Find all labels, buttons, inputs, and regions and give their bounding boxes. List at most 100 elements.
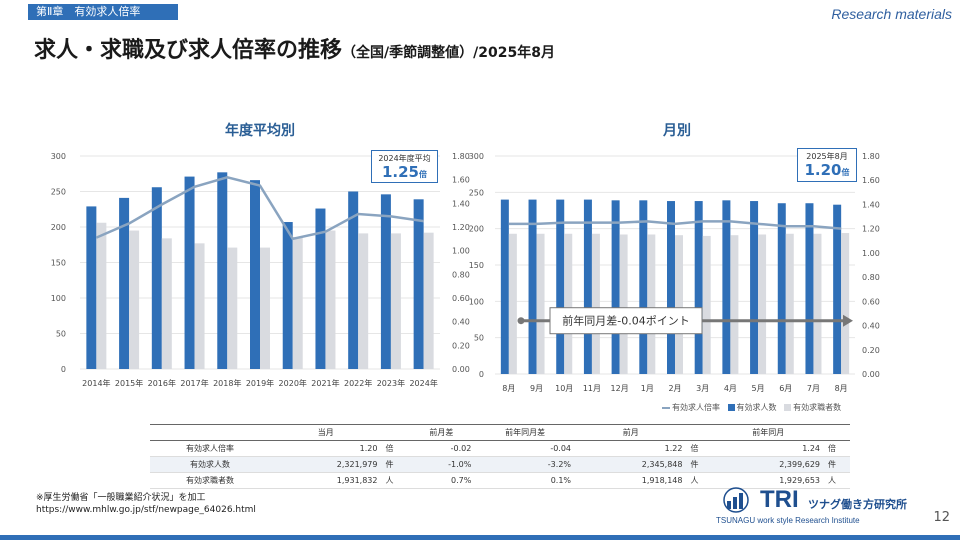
row-label: 有効求人数 <box>150 456 270 473</box>
annual-bar-offers <box>86 206 97 369</box>
monthly-bar-seekers <box>564 233 573 374</box>
cell-current: 2,321,979 <box>270 456 382 473</box>
monthly-annotation-arrow-head <box>843 314 853 327</box>
cell-yoy: -0.04 <box>475 440 576 457</box>
annual-bar-seekers <box>390 233 401 369</box>
summary-header-prev-year: 前年同月 <box>712 424 824 441</box>
annual-y-right-tick: 1.80 <box>452 152 470 161</box>
annual-x-tick: 2023年 <box>377 378 405 388</box>
annual-y-left-tick: 200 <box>51 223 66 232</box>
annual-x-tick: 2016年 <box>148 378 176 388</box>
annual-x-tick: 2021年 <box>311 378 339 388</box>
annual-bar-seekers <box>96 222 107 369</box>
monthly-bar-seekers <box>508 233 517 374</box>
summary-header-mom: 前月差 <box>407 424 476 441</box>
source-url[interactable]: https://www.mhlw.go.jp/stf/newpage_64026… <box>36 505 256 515</box>
annual-y-left-tick: 250 <box>51 188 66 197</box>
monthly-bar-offers <box>694 201 703 374</box>
monthly-x-tick: 7月 <box>807 384 820 393</box>
monthly-y-right-tick: 0.00 <box>862 370 880 379</box>
monthly-callout-value: 1.20 <box>804 161 842 179</box>
cell-unit: 人 <box>381 472 408 489</box>
annual-bar-offers <box>119 197 130 369</box>
cell-unit: 件 <box>686 456 713 473</box>
cell-unit: 倍 <box>686 440 713 457</box>
annual-bar-seekers <box>325 230 336 369</box>
annual-bar-offers <box>315 208 326 369</box>
legend-seekers-swatch <box>784 404 792 411</box>
annual-y-left-tick: 0 <box>61 365 66 374</box>
summary-header-current: 当月 <box>270 424 382 441</box>
monthly-callout-label: 2025年8月 <box>806 152 848 161</box>
legend-seekers: 有効求職者数 <box>793 403 842 412</box>
cell-yoy: 0.1% <box>475 472 576 489</box>
annual-y-right-tick: 0.20 <box>452 341 470 350</box>
logo-jp: ツナグ働き方研究所 <box>808 498 907 511</box>
annual-y-left-tick: 50 <box>56 330 66 339</box>
monthly-x-tick: 12月 <box>611 384 629 393</box>
monthly-y-left-tick: 50 <box>474 334 484 343</box>
table-row: 有効求人倍率 1.20 倍 -0.02 -0.04 1.22 倍 1.24 倍 <box>150 440 850 457</box>
annual-y-right-tick: 1.20 <box>452 223 470 232</box>
monthly-y-right-tick: 1.00 <box>862 249 880 258</box>
legend-offers: 有効求人数 <box>736 403 777 412</box>
annual-bar-seekers <box>161 238 172 369</box>
monthly-bar-seekers <box>647 234 656 374</box>
monthly-bar-seekers <box>675 235 683 374</box>
monthly-x-tick: 6月 <box>779 384 792 393</box>
monthly-bar-seekers <box>841 233 850 374</box>
annual-callout-label: 2024年度平均 <box>378 154 431 163</box>
monthly-bar-offers <box>805 203 814 374</box>
annual-bar-offers <box>282 222 293 369</box>
summary-header-blank <box>150 424 270 441</box>
summary-header-prev: 前月 <box>575 424 687 441</box>
monthly-x-tick: 8月 <box>502 384 515 393</box>
annual-x-tick: 2015年 <box>115 378 143 388</box>
row-label: 有効求人倍率 <box>150 440 270 457</box>
cell-prev: 1,918,148 <box>575 472 687 489</box>
cell-mom: 0.7% <box>407 472 476 489</box>
annual-y-left-tick: 100 <box>51 294 66 303</box>
page-title: 求人・求職及び求人倍率の推移（全国/季節調整値）/2025年8月 <box>34 32 555 64</box>
annual-y-right-tick: 1.40 <box>452 199 470 208</box>
cell-mom: -1.0% <box>407 456 476 473</box>
annual-callout-unit: 倍 <box>419 170 427 179</box>
monthly-y-left-tick: 300 <box>469 152 484 161</box>
annual-x-tick: 2018年 <box>213 378 241 388</box>
monthly-x-tick: 2月 <box>668 384 681 393</box>
monthly-bar-offers <box>750 201 759 374</box>
monthly-y-right-tick: 1.60 <box>862 176 880 185</box>
monthly-x-tick: 9月 <box>530 384 543 393</box>
monthly-bar-offers <box>777 203 786 374</box>
monthly-bar-offers <box>611 200 620 374</box>
annual-x-tick: 2020年 <box>279 378 307 388</box>
monthly-x-tick: 3月 <box>696 384 709 393</box>
monthly-bar-seekers <box>813 233 822 374</box>
monthly-x-tick: 5月 <box>752 384 765 393</box>
annual-x-tick: 2019年 <box>246 378 274 388</box>
monthly-x-tick: 11月 <box>583 384 601 393</box>
annual-x-tick: 2014年 <box>82 378 110 388</box>
bottom-bar <box>0 535 960 540</box>
annual-x-tick: 2024年 <box>409 378 437 388</box>
summary-table: 当月 前月差 前年同月差 前月 前年同月 有効求人倍率 1.20 倍 -0.02… <box>150 424 850 489</box>
annual-y-left-tick: 300 <box>51 152 66 161</box>
monthly-x-tick: 1月 <box>641 384 654 393</box>
chapter-label: 第Ⅱ章 有効求人倍率 <box>28 4 178 20</box>
monthly-y-right-tick: 1.20 <box>862 225 880 234</box>
cell-unit: 人 <box>824 472 850 489</box>
chart-title-monthly: 月別 <box>663 123 691 139</box>
annual-bar-offers <box>151 187 162 369</box>
cell-yoy: -3.2% <box>475 456 576 473</box>
annual-bar-seekers <box>129 230 140 369</box>
monthly-bar-offers <box>667 201 675 374</box>
monthly-bar-offers <box>528 199 537 374</box>
logo-text: TRI <box>760 486 799 513</box>
monthly-y-left-tick: 0 <box>479 370 484 379</box>
source-line1: ※厚生労働省「一般職業紹介状況」を加工 <box>36 493 206 503</box>
cell-current: 1.20 <box>270 440 382 457</box>
annual-y-right-tick: 0.40 <box>452 318 470 327</box>
monthly-annotation-arrow-dot <box>517 317 525 325</box>
cell-unit: 件 <box>824 456 850 473</box>
